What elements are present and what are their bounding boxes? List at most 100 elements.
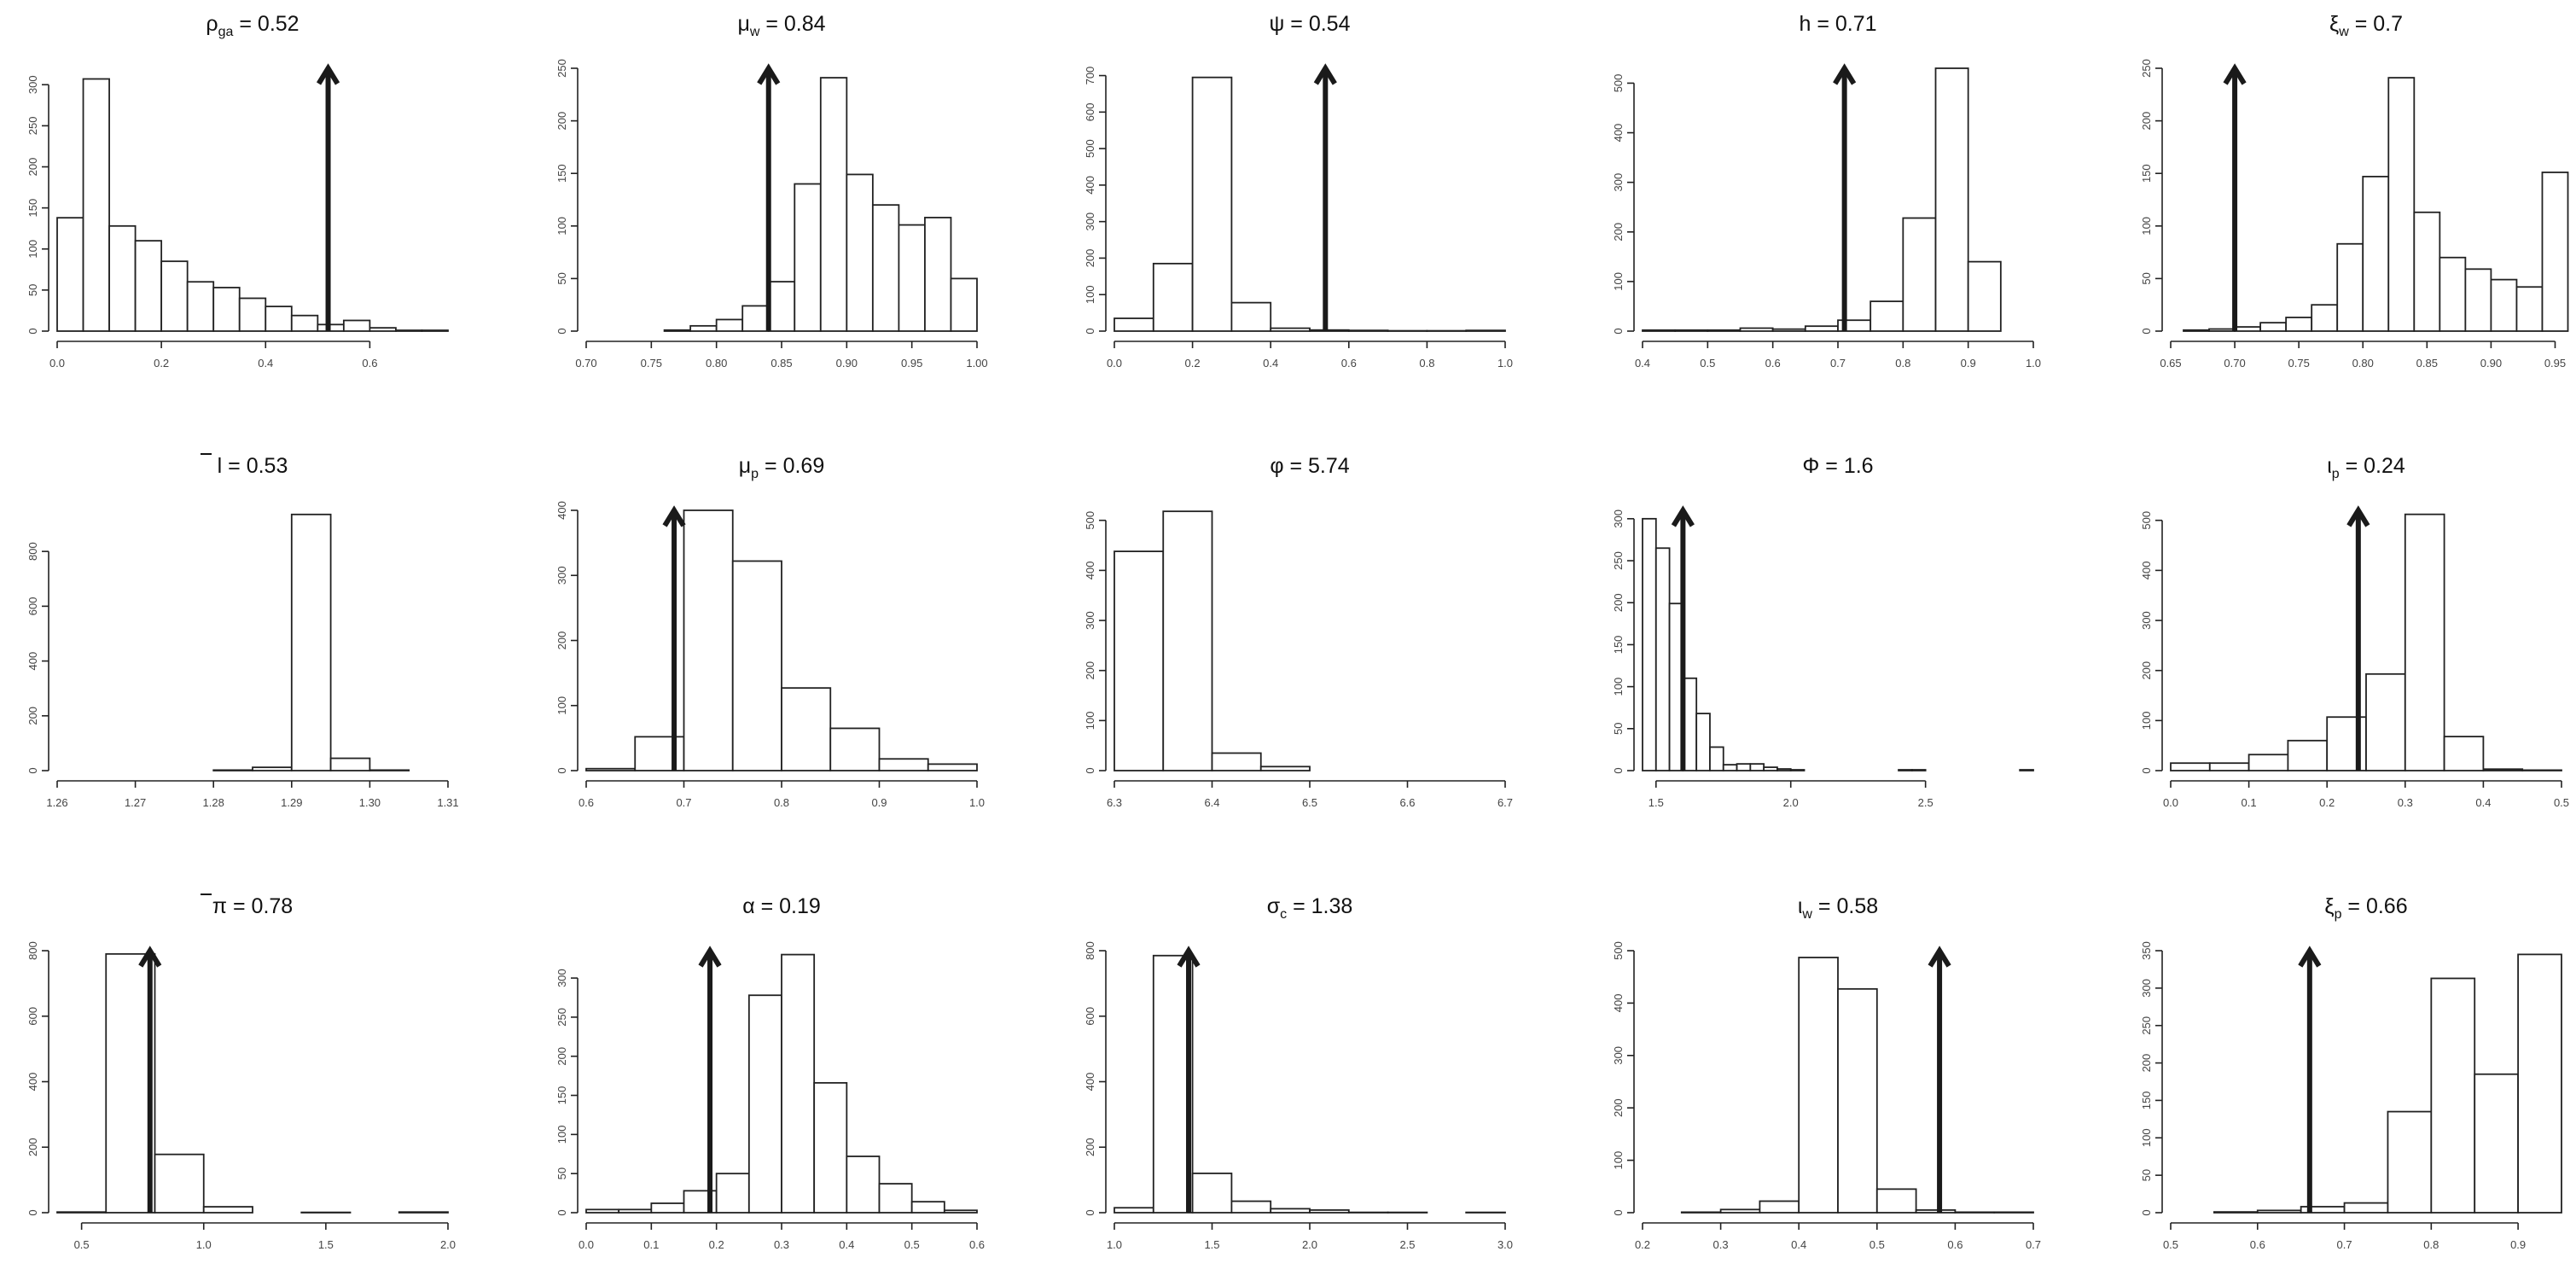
histogram-bar	[924, 217, 952, 332]
x-tick-label: 0.2	[709, 1238, 724, 1251]
histogram-bar	[2521, 769, 2562, 771]
histogram-bar	[2490, 278, 2518, 332]
marker-arrow-head	[1313, 63, 1337, 85]
histogram-bar	[1910, 769, 1927, 771]
histogram-bar	[1309, 1209, 1350, 1214]
marker-arrow-head	[698, 946, 722, 968]
histogram-bar	[154, 1153, 205, 1214]
x-tick-label: 2.0	[1783, 796, 1799, 809]
histogram-panel: h = 0.71 0 100 200 300 400 500 0.4 0.5 0.6 0.7 0.8 0…	[1612, 12, 2041, 370]
y-tick-label: 700	[1084, 67, 1096, 85]
x-tick-label: 0.5	[74, 1238, 90, 1251]
y-tick-label: 0	[26, 328, 39, 334]
x-tick-label: 0.8	[2423, 1238, 2439, 1251]
y-tick-label: 600	[1084, 1007, 1096, 1026]
y-tick-label: 0	[555, 328, 568, 334]
panel-title-symbol: ι	[1798, 894, 1803, 918]
histogram-bar	[747, 994, 782, 1214]
histogram-bar	[2430, 977, 2476, 1214]
y-tick-label: 0	[1612, 767, 1625, 773]
panel-title-symbol: φ	[1270, 454, 1283, 478]
histogram-panel: ψ = 0.54 0 100 200 300 400 500 600 700 0.0 0.2 0.4 0…	[1084, 12, 1513, 370]
panel-title-symbol: σ	[1267, 894, 1281, 918]
y-tick-label: 0	[1084, 767, 1096, 773]
histogram-panel: Φ = 1.6 0 50 100 150 200 250 300 1.5 2.0 2.5	[1612, 454, 2034, 809]
x-tick-label: 0.4	[839, 1238, 854, 1251]
y-tick-label: 100	[26, 240, 39, 259]
panel-title-symbol: l	[218, 454, 223, 478]
y-tick-label: 250	[26, 117, 39, 136]
x-tick-label: 0.3	[1713, 1238, 1729, 1251]
histogram-bar	[1309, 329, 1350, 332]
panel-title-subscript: p	[751, 467, 759, 481]
x-tick-label: 0.65	[2160, 357, 2181, 370]
x-tick-label: 0.5	[1869, 1238, 1885, 1251]
x-tick-label: 0.5	[2554, 796, 2569, 809]
panel-title-symbol: Φ	[1802, 454, 1819, 478]
histogram-bar	[1230, 1200, 1272, 1214]
y-tick-label: 100	[2140, 1128, 2153, 1147]
y-tick-label: 250	[2140, 59, 2153, 78]
y-tick-label: 150	[26, 199, 39, 218]
y-tick-label: 400	[1084, 176, 1096, 195]
x-tick-label: 0.6	[1947, 1238, 1963, 1251]
y-tick-label: 300	[26, 75, 39, 94]
histogram-bar	[1954, 1211, 1996, 1214]
histogram-bar	[1152, 262, 1194, 332]
x-tick-label: 0.1	[643, 1238, 659, 1251]
x-tick-label: 1.27	[125, 796, 146, 809]
panel-title: φ = 5.74	[1270, 454, 1349, 478]
histogram-bar	[846, 1155, 881, 1214]
histogram-bar	[1934, 67, 1969, 332]
x-tick-label: 0.3	[2398, 796, 2413, 809]
histogram-bar	[2256, 1209, 2302, 1214]
panel-title-symbol: ρ	[206, 12, 218, 36]
histogram-bar	[829, 727, 881, 771]
histogram-bar	[1347, 329, 1389, 332]
panel-title: ιp = 0.24	[2327, 454, 2405, 481]
y-tick-label: 0	[1084, 1209, 1096, 1215]
histogram-bar	[781, 687, 832, 771]
panel-title: ξw = 0.7	[2329, 12, 2403, 39]
x-tick-label: 0.6	[1341, 357, 1357, 370]
y-tick-label: 50	[2140, 1169, 2153, 1181]
histogram-bar	[2474, 1073, 2520, 1214]
histogram-panel: μw = 0.84 0 50 100 150 200 250 0.70 0.75 0.80 0.85…	[555, 12, 988, 370]
panel-title-value: = 0.69	[759, 454, 824, 478]
histogram-bar	[2019, 769, 2034, 771]
panel-title-value: = 1.6	[1819, 454, 1873, 478]
y-tick-label: 200	[1612, 593, 1625, 612]
y-tick-label: 200	[1084, 1138, 1096, 1156]
panel-title-value: = 0.71	[1811, 12, 1876, 36]
panel-title-symbol: h	[1799, 12, 1811, 36]
histogram-bar	[794, 183, 822, 332]
y-tick-label: 200	[555, 632, 568, 650]
histogram-bar	[1719, 1208, 1761, 1214]
histogram-bar	[82, 78, 110, 332]
panel-title-value: = 5.74	[1284, 454, 1350, 478]
x-tick-label: 0.7	[2026, 1238, 2041, 1251]
histogram-bar	[252, 766, 293, 771]
panel-title-value: = 0.24	[2340, 454, 2405, 478]
histogram-bar	[1162, 510, 1213, 771]
histogram-panel: ξp = 0.66 0 50 100 150 200 250 300 350 0.5 0.6 0.7 0…	[2140, 894, 2562, 1251]
y-tick-label: 250	[555, 1008, 568, 1027]
y-tick-label: 400	[2140, 562, 2153, 580]
y-tick-label: 500	[2140, 511, 2153, 530]
histogram-bar	[1739, 327, 1774, 332]
panel-title-value: = 0.66	[2341, 894, 2407, 918]
panel-title-subscript: p	[2335, 907, 2342, 922]
x-tick-label: 0.90	[836, 357, 858, 370]
x-tick-label: 0.6	[969, 1238, 985, 1251]
x-tick-label: 0.9	[2510, 1238, 2526, 1251]
histogram-bar	[1270, 327, 1311, 332]
histogram-bar	[1789, 769, 1806, 771]
marker-arrow-head	[757, 63, 781, 85]
y-tick-label: 400	[26, 652, 39, 671]
x-tick-label: 0.9	[871, 796, 887, 809]
histogram-bar	[585, 1208, 620, 1214]
x-tick-label: 6.5	[1302, 796, 1317, 809]
x-tick-label: 0.8	[1895, 357, 1910, 370]
y-tick-label: 200	[1612, 223, 1625, 242]
